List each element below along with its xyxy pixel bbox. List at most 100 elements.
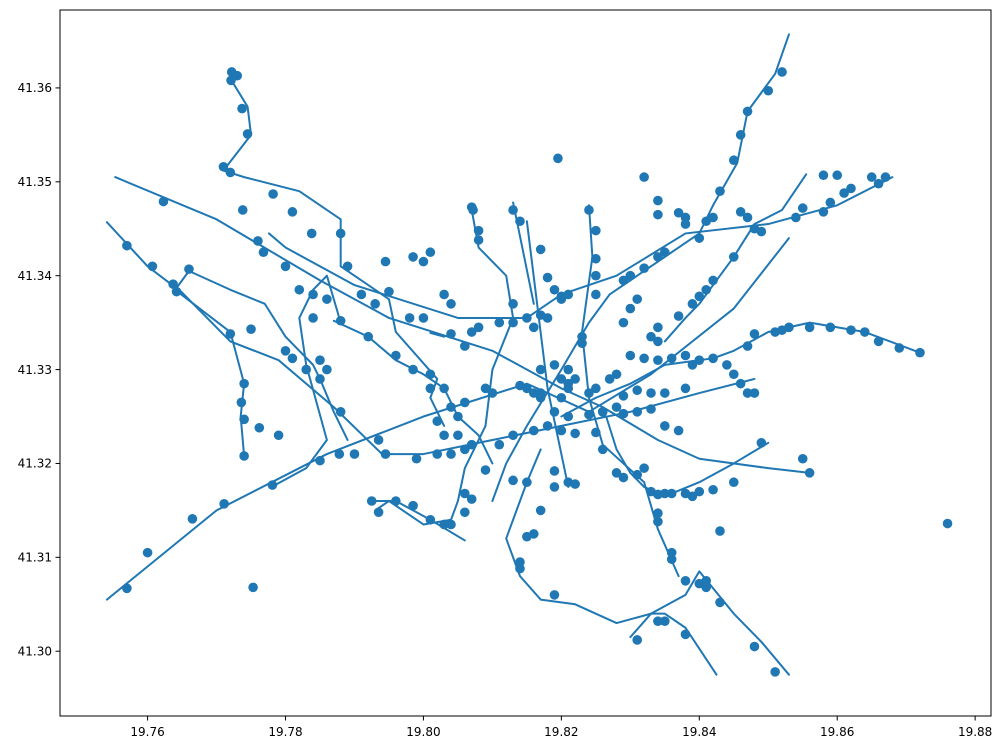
station-point	[694, 486, 705, 497]
station-point	[708, 353, 718, 364]
station-point	[549, 466, 560, 476]
station-point	[508, 475, 518, 486]
station-point	[528, 322, 539, 333]
y-tick-label: 41.33	[18, 363, 52, 377]
station-point	[446, 329, 456, 339]
station-point	[542, 421, 553, 431]
route-line-8	[525, 220, 570, 488]
station-point	[466, 494, 477, 504]
station-point	[515, 216, 525, 227]
station-point	[301, 364, 312, 375]
station-point	[735, 378, 746, 389]
station-point	[715, 597, 725, 608]
station-point	[549, 482, 560, 492]
station-point	[273, 430, 284, 441]
station-point	[253, 236, 263, 246]
station-point	[666, 547, 677, 558]
station-point	[653, 336, 663, 347]
station-point	[218, 161, 229, 172]
station-point	[777, 67, 787, 77]
station-point	[873, 178, 884, 189]
station-point	[535, 364, 546, 375]
station-point	[591, 427, 601, 438]
station-point	[756, 438, 767, 448]
station-point	[660, 247, 670, 258]
station-point	[494, 317, 505, 328]
station-point	[453, 411, 463, 422]
station-point	[846, 325, 856, 335]
station-point	[411, 453, 422, 464]
station-point	[542, 313, 553, 323]
station-point	[577, 331, 587, 342]
station-point	[473, 235, 484, 245]
station-point	[584, 205, 594, 215]
axes-frame	[59, 9, 992, 717]
station-point	[308, 313, 318, 323]
station-point	[646, 331, 656, 342]
station-point	[168, 279, 178, 289]
station-point	[184, 264, 194, 274]
station-point	[749, 388, 760, 398]
station-point	[660, 488, 670, 499]
station-point	[653, 195, 663, 206]
station-point	[466, 439, 477, 450]
station-point	[363, 331, 374, 342]
station-point	[408, 364, 418, 375]
station-point	[728, 155, 739, 166]
station-point	[680, 576, 691, 586]
station-point	[556, 374, 567, 384]
station-point	[563, 411, 574, 422]
station-point	[356, 289, 367, 300]
station-point	[287, 207, 298, 217]
station-point	[494, 439, 505, 450]
station-point	[237, 205, 248, 215]
station-point	[701, 576, 711, 586]
station-point	[335, 228, 346, 239]
station-point	[604, 374, 615, 384]
station-point	[915, 347, 925, 358]
station-point	[158, 196, 169, 207]
station-point	[618, 472, 629, 483]
station-point	[673, 207, 684, 218]
station-point	[625, 303, 636, 314]
station-point	[460, 488, 470, 499]
station-point	[818, 207, 829, 217]
station-point	[342, 261, 353, 272]
station-point	[122, 583, 132, 594]
station-point	[219, 499, 229, 509]
station-point	[480, 383, 491, 394]
station-point	[432, 449, 443, 459]
station-point	[487, 388, 498, 398]
station-point	[466, 327, 477, 337]
station-point	[508, 205, 518, 215]
station-point	[225, 167, 236, 178]
station-point	[749, 329, 760, 339]
route-line-12	[629, 612, 718, 676]
station-point	[894, 343, 905, 353]
station-point	[480, 465, 491, 475]
station-point	[453, 430, 463, 441]
station-point	[618, 391, 629, 401]
station-point	[248, 582, 258, 593]
station-point	[267, 480, 278, 490]
station-point	[653, 516, 663, 527]
station-point	[770, 667, 780, 677]
station-point	[226, 75, 236, 86]
station-point	[715, 526, 725, 536]
station-point	[591, 270, 601, 281]
station-point	[446, 402, 456, 412]
station-point	[508, 430, 518, 441]
station-point	[680, 629, 691, 640]
station-point	[639, 263, 649, 273]
station-point	[315, 355, 325, 365]
x-tick-label: 19.84	[682, 725, 716, 739]
station-point	[611, 468, 622, 478]
x-tick-label: 19.88	[958, 725, 992, 739]
station-point	[508, 299, 518, 309]
station-point	[522, 383, 532, 394]
station-point	[611, 402, 622, 412]
station-point	[425, 369, 436, 380]
station-point	[425, 514, 436, 525]
station-point	[439, 430, 449, 441]
station-point	[425, 383, 436, 394]
